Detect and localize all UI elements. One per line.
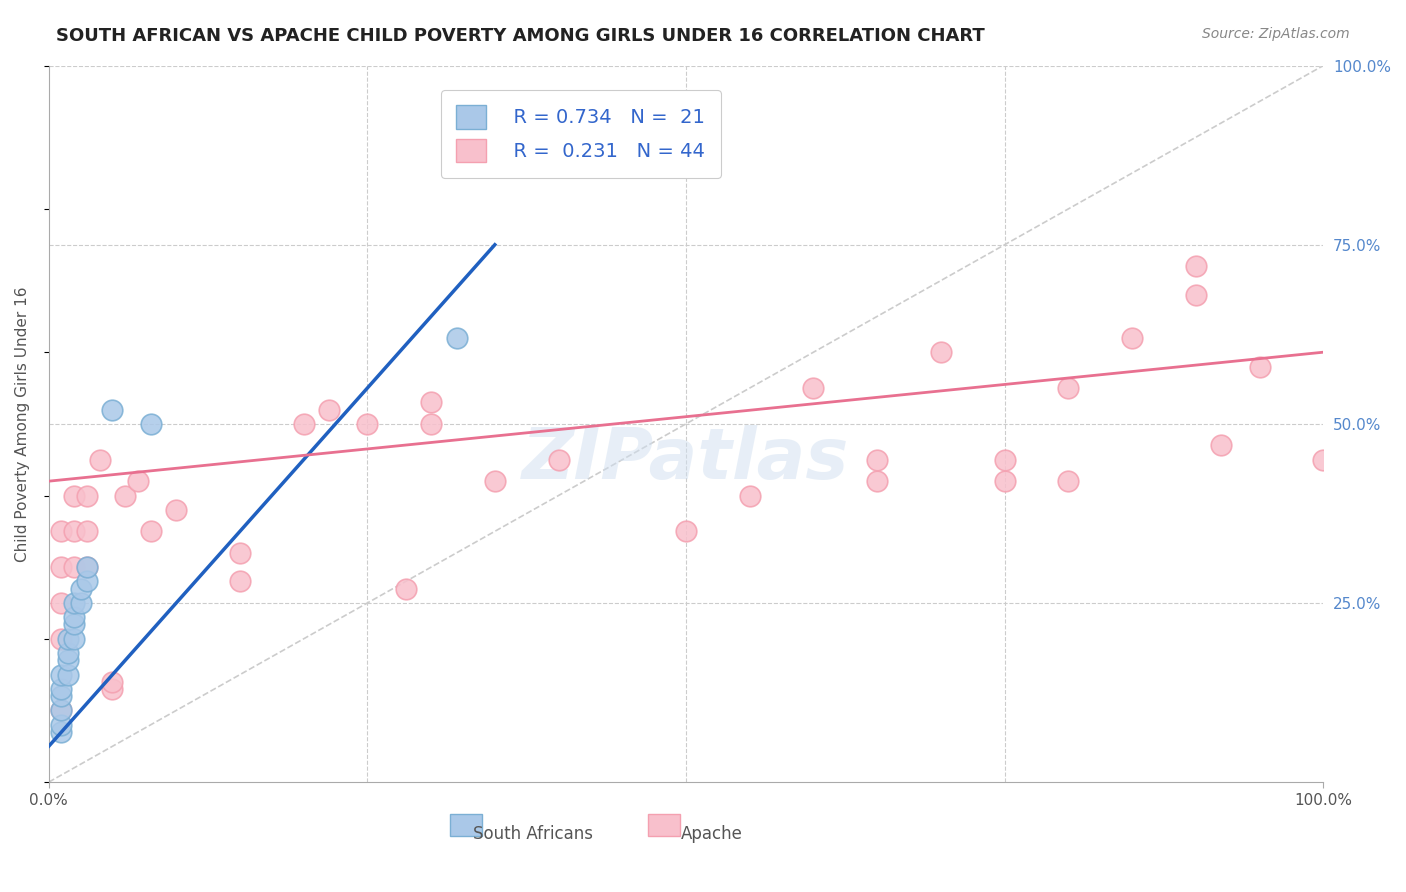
Point <box>76 488 98 502</box>
Point <box>51 632 73 646</box>
Point <box>446 331 468 345</box>
Point <box>51 703 73 717</box>
Y-axis label: Child Poverty Among Girls Under 16: Child Poverty Among Girls Under 16 <box>15 286 30 562</box>
Point <box>76 560 98 574</box>
Point <box>51 524 73 539</box>
Point <box>1057 474 1080 488</box>
Point <box>1057 381 1080 395</box>
Point <box>76 560 98 574</box>
Point <box>69 582 91 596</box>
Point <box>51 725 73 739</box>
Point <box>51 681 73 696</box>
Point <box>56 632 79 646</box>
Point <box>76 524 98 539</box>
Point <box>738 488 761 502</box>
Point <box>318 402 340 417</box>
Point <box>63 610 86 624</box>
Point <box>76 574 98 589</box>
Point <box>63 488 86 502</box>
Point <box>994 452 1017 467</box>
Point <box>63 617 86 632</box>
Text: South Africans: South Africans <box>472 825 593 843</box>
Point <box>56 653 79 667</box>
Point <box>51 718 73 732</box>
Point <box>1121 331 1143 345</box>
Point <box>165 503 187 517</box>
Point <box>420 417 443 431</box>
Point <box>51 703 73 717</box>
Point <box>866 474 889 488</box>
Point <box>484 474 506 488</box>
Point <box>56 646 79 660</box>
Point <box>51 560 73 574</box>
Point <box>51 667 73 681</box>
Point <box>63 596 86 610</box>
Point <box>1185 259 1208 273</box>
FancyBboxPatch shape <box>450 814 482 836</box>
Point <box>56 667 79 681</box>
Point <box>994 474 1017 488</box>
FancyBboxPatch shape <box>648 814 679 836</box>
Point <box>69 596 91 610</box>
Point <box>356 417 378 431</box>
Point <box>675 524 697 539</box>
Point <box>420 395 443 409</box>
Point <box>547 452 569 467</box>
Text: Source: ZipAtlas.com: Source: ZipAtlas.com <box>1202 27 1350 41</box>
Point <box>63 524 86 539</box>
Text: Apache: Apache <box>681 825 742 843</box>
Point <box>101 402 124 417</box>
Point <box>394 582 416 596</box>
Point <box>51 689 73 703</box>
Point <box>63 560 86 574</box>
Point <box>229 574 252 589</box>
Point <box>929 345 952 359</box>
Point <box>292 417 315 431</box>
Point <box>1211 438 1233 452</box>
Legend:   R = 0.734   N =  21,   R =  0.231   N = 44: R = 0.734 N = 21, R = 0.231 N = 44 <box>441 90 720 178</box>
Point <box>866 452 889 467</box>
Text: ZIPatlas: ZIPatlas <box>522 425 849 494</box>
Point <box>139 524 162 539</box>
Point <box>1249 359 1271 374</box>
Point <box>101 674 124 689</box>
Point <box>1185 288 1208 302</box>
Point <box>101 681 124 696</box>
Point <box>229 546 252 560</box>
Point <box>51 596 73 610</box>
Point <box>127 474 149 488</box>
Point <box>114 488 136 502</box>
Point <box>1312 452 1334 467</box>
Point <box>63 632 86 646</box>
Point <box>89 452 111 467</box>
Text: SOUTH AFRICAN VS APACHE CHILD POVERTY AMONG GIRLS UNDER 16 CORRELATION CHART: SOUTH AFRICAN VS APACHE CHILD POVERTY AM… <box>56 27 986 45</box>
Point <box>139 417 162 431</box>
Point <box>803 381 825 395</box>
